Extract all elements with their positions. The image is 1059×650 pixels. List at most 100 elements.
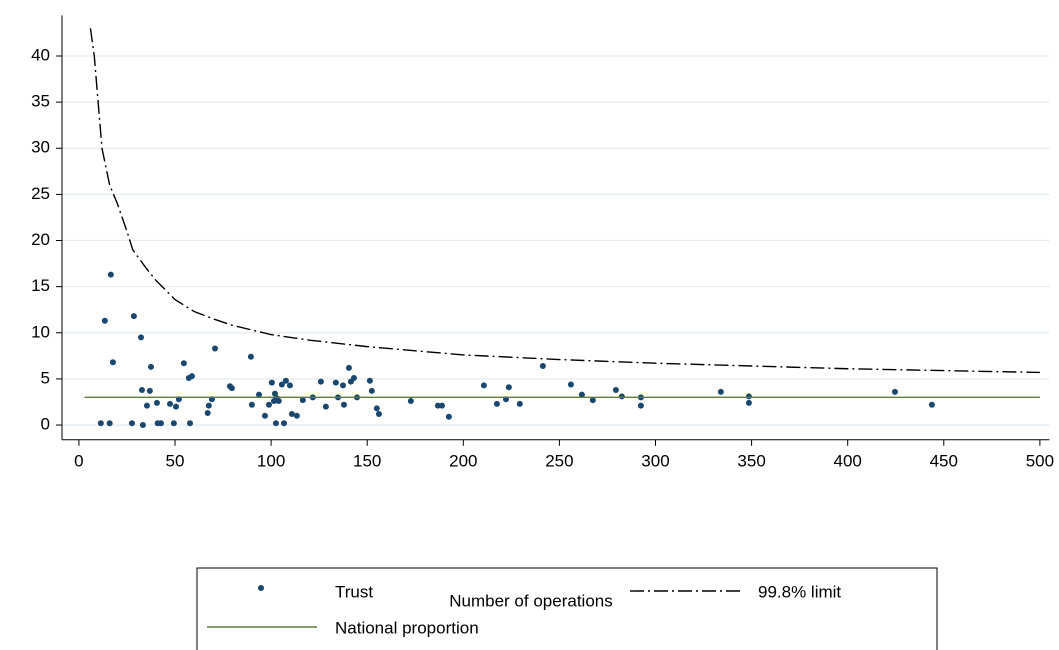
point xyxy=(130,313,137,320)
point xyxy=(278,381,285,388)
y-tick-label: 10 xyxy=(31,322,50,341)
point xyxy=(205,402,212,409)
y-tick-label: 20 xyxy=(31,230,50,249)
point xyxy=(375,410,382,417)
point xyxy=(745,399,752,406)
point xyxy=(373,405,380,412)
point xyxy=(107,271,114,278)
point xyxy=(345,364,352,371)
y-tick-label: 35 xyxy=(31,92,50,111)
point xyxy=(445,413,452,420)
point xyxy=(101,317,108,324)
point xyxy=(618,393,625,400)
x-tick-label: 500 xyxy=(1026,451,1054,470)
point xyxy=(247,353,254,360)
point xyxy=(493,400,500,407)
y-tick-label: 15 xyxy=(31,276,50,295)
point xyxy=(261,412,268,419)
point xyxy=(368,387,375,394)
point xyxy=(143,402,150,409)
legend-box xyxy=(196,567,938,650)
point xyxy=(248,401,255,408)
y-tick-label: 30 xyxy=(31,138,50,157)
point xyxy=(322,403,329,410)
point xyxy=(106,420,113,427)
point xyxy=(146,387,153,394)
point xyxy=(180,360,187,367)
point xyxy=(147,363,154,370)
point xyxy=(567,381,574,388)
point xyxy=(516,400,523,407)
point xyxy=(172,403,179,410)
point xyxy=(745,393,752,400)
x-tick-label: 350 xyxy=(737,451,765,470)
point xyxy=(280,420,287,427)
point xyxy=(339,382,346,389)
point xyxy=(271,390,278,397)
point xyxy=(153,399,160,406)
point xyxy=(612,386,619,393)
point xyxy=(299,397,306,404)
point xyxy=(480,382,487,389)
point xyxy=(286,382,293,389)
x-tick-label: 300 xyxy=(641,451,669,470)
point xyxy=(139,422,146,429)
point xyxy=(438,402,445,409)
point xyxy=(167,400,174,407)
point xyxy=(589,397,596,404)
point xyxy=(204,410,211,417)
point xyxy=(265,401,272,408)
point xyxy=(407,398,414,405)
line xyxy=(89,28,1040,374)
legend-label: Trust xyxy=(335,582,373,601)
point xyxy=(157,420,164,427)
y-tick-label: 40 xyxy=(31,45,50,64)
point xyxy=(717,388,724,395)
point xyxy=(272,420,279,427)
point xyxy=(97,420,104,427)
legend-symbol xyxy=(258,585,264,591)
x-tick-label: 150 xyxy=(353,451,381,470)
point xyxy=(170,420,177,427)
y-tick-label: 5 xyxy=(41,368,50,387)
point xyxy=(268,379,275,386)
point xyxy=(256,391,263,398)
point xyxy=(275,398,282,405)
point xyxy=(340,401,347,408)
point xyxy=(228,385,235,392)
point xyxy=(366,377,373,384)
point xyxy=(288,410,295,417)
legend-label: National proportion xyxy=(335,618,479,637)
point xyxy=(539,362,546,369)
point xyxy=(138,386,145,393)
point xyxy=(317,378,324,385)
point xyxy=(137,334,144,341)
point xyxy=(350,374,357,381)
point xyxy=(293,412,300,419)
point xyxy=(128,420,135,427)
legend-label: 99.8% limit xyxy=(758,582,841,601)
x-tick-label: 200 xyxy=(449,451,477,470)
point xyxy=(188,373,195,380)
x-tick-label: 250 xyxy=(545,451,573,470)
x-tick-label: 100 xyxy=(257,451,285,470)
x-tick-label: 400 xyxy=(834,451,862,470)
x-tick-label: 50 xyxy=(166,451,185,470)
point xyxy=(332,379,339,386)
point xyxy=(928,401,935,408)
point xyxy=(505,384,512,391)
x-tick-label: 0 xyxy=(74,451,83,470)
y-tick-label: 25 xyxy=(31,184,50,203)
point xyxy=(637,402,644,409)
point xyxy=(211,345,218,352)
point xyxy=(578,391,585,398)
y-tick-label: 0 xyxy=(41,415,50,434)
point xyxy=(187,420,194,427)
point xyxy=(891,388,898,395)
point xyxy=(282,377,289,384)
x-tick-label: 450 xyxy=(930,451,958,470)
point xyxy=(109,359,116,366)
x-axis-label: Number of operations xyxy=(449,591,612,610)
